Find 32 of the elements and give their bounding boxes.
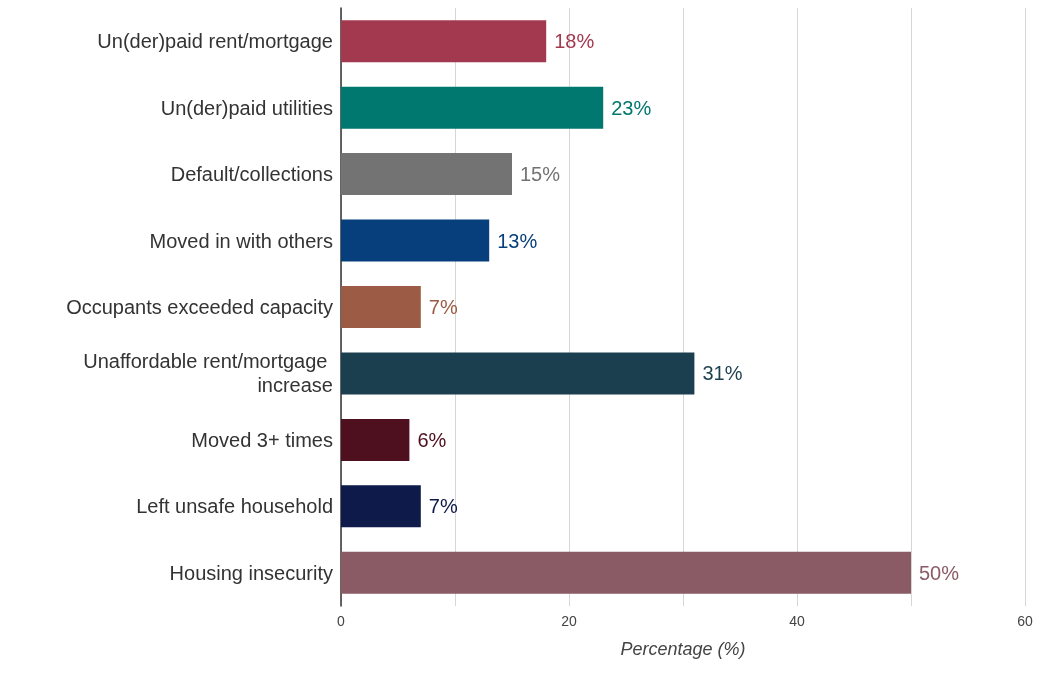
y-tick-label: Occupants exceeded capacity — [66, 296, 333, 318]
data-label: 6% — [417, 428, 447, 451]
x-tick-label: 40 — [789, 613, 805, 629]
data-label: 13% — [497, 229, 538, 252]
data-label: 31% — [702, 362, 743, 385]
data-label: 18% — [554, 30, 595, 53]
bar — [341, 352, 695, 395]
bar — [341, 153, 512, 196]
x-tick-label: 0 — [337, 613, 346, 629]
y-tick-label: Moved 3+ times — [191, 428, 333, 451]
data-label: 7% — [428, 495, 458, 518]
y-tick-label: Default/collections — [170, 163, 333, 186]
y-tick-label: Un(der)paid utilities — [160, 96, 333, 119]
y-tick-label: Un(der)paid rent/mortgage — [97, 30, 333, 53]
x-axis-title: Percentage (%) — [620, 639, 746, 659]
bar — [341, 485, 421, 528]
y-tick-label: Left unsafe household — [136, 495, 333, 518]
y-tick-label: Unaffordable rent/mortgage increase — [83, 350, 333, 397]
bar — [341, 86, 604, 129]
bar — [341, 418, 410, 461]
bar — [341, 286, 421, 328]
x-tick-label: 20 — [561, 613, 577, 629]
x-tick-label: 60 — [1017, 613, 1033, 629]
y-tick-label: Moved in with others — [149, 229, 333, 252]
bar — [341, 219, 490, 262]
bar — [341, 20, 547, 63]
y-tick-label: Housing insecurity — [169, 561, 333, 584]
data-label: 23% — [611, 96, 652, 119]
data-label: 50% — [919, 561, 960, 584]
data-label: 7% — [428, 296, 458, 318]
bar — [341, 551, 911, 594]
data-label: 15% — [520, 163, 561, 186]
